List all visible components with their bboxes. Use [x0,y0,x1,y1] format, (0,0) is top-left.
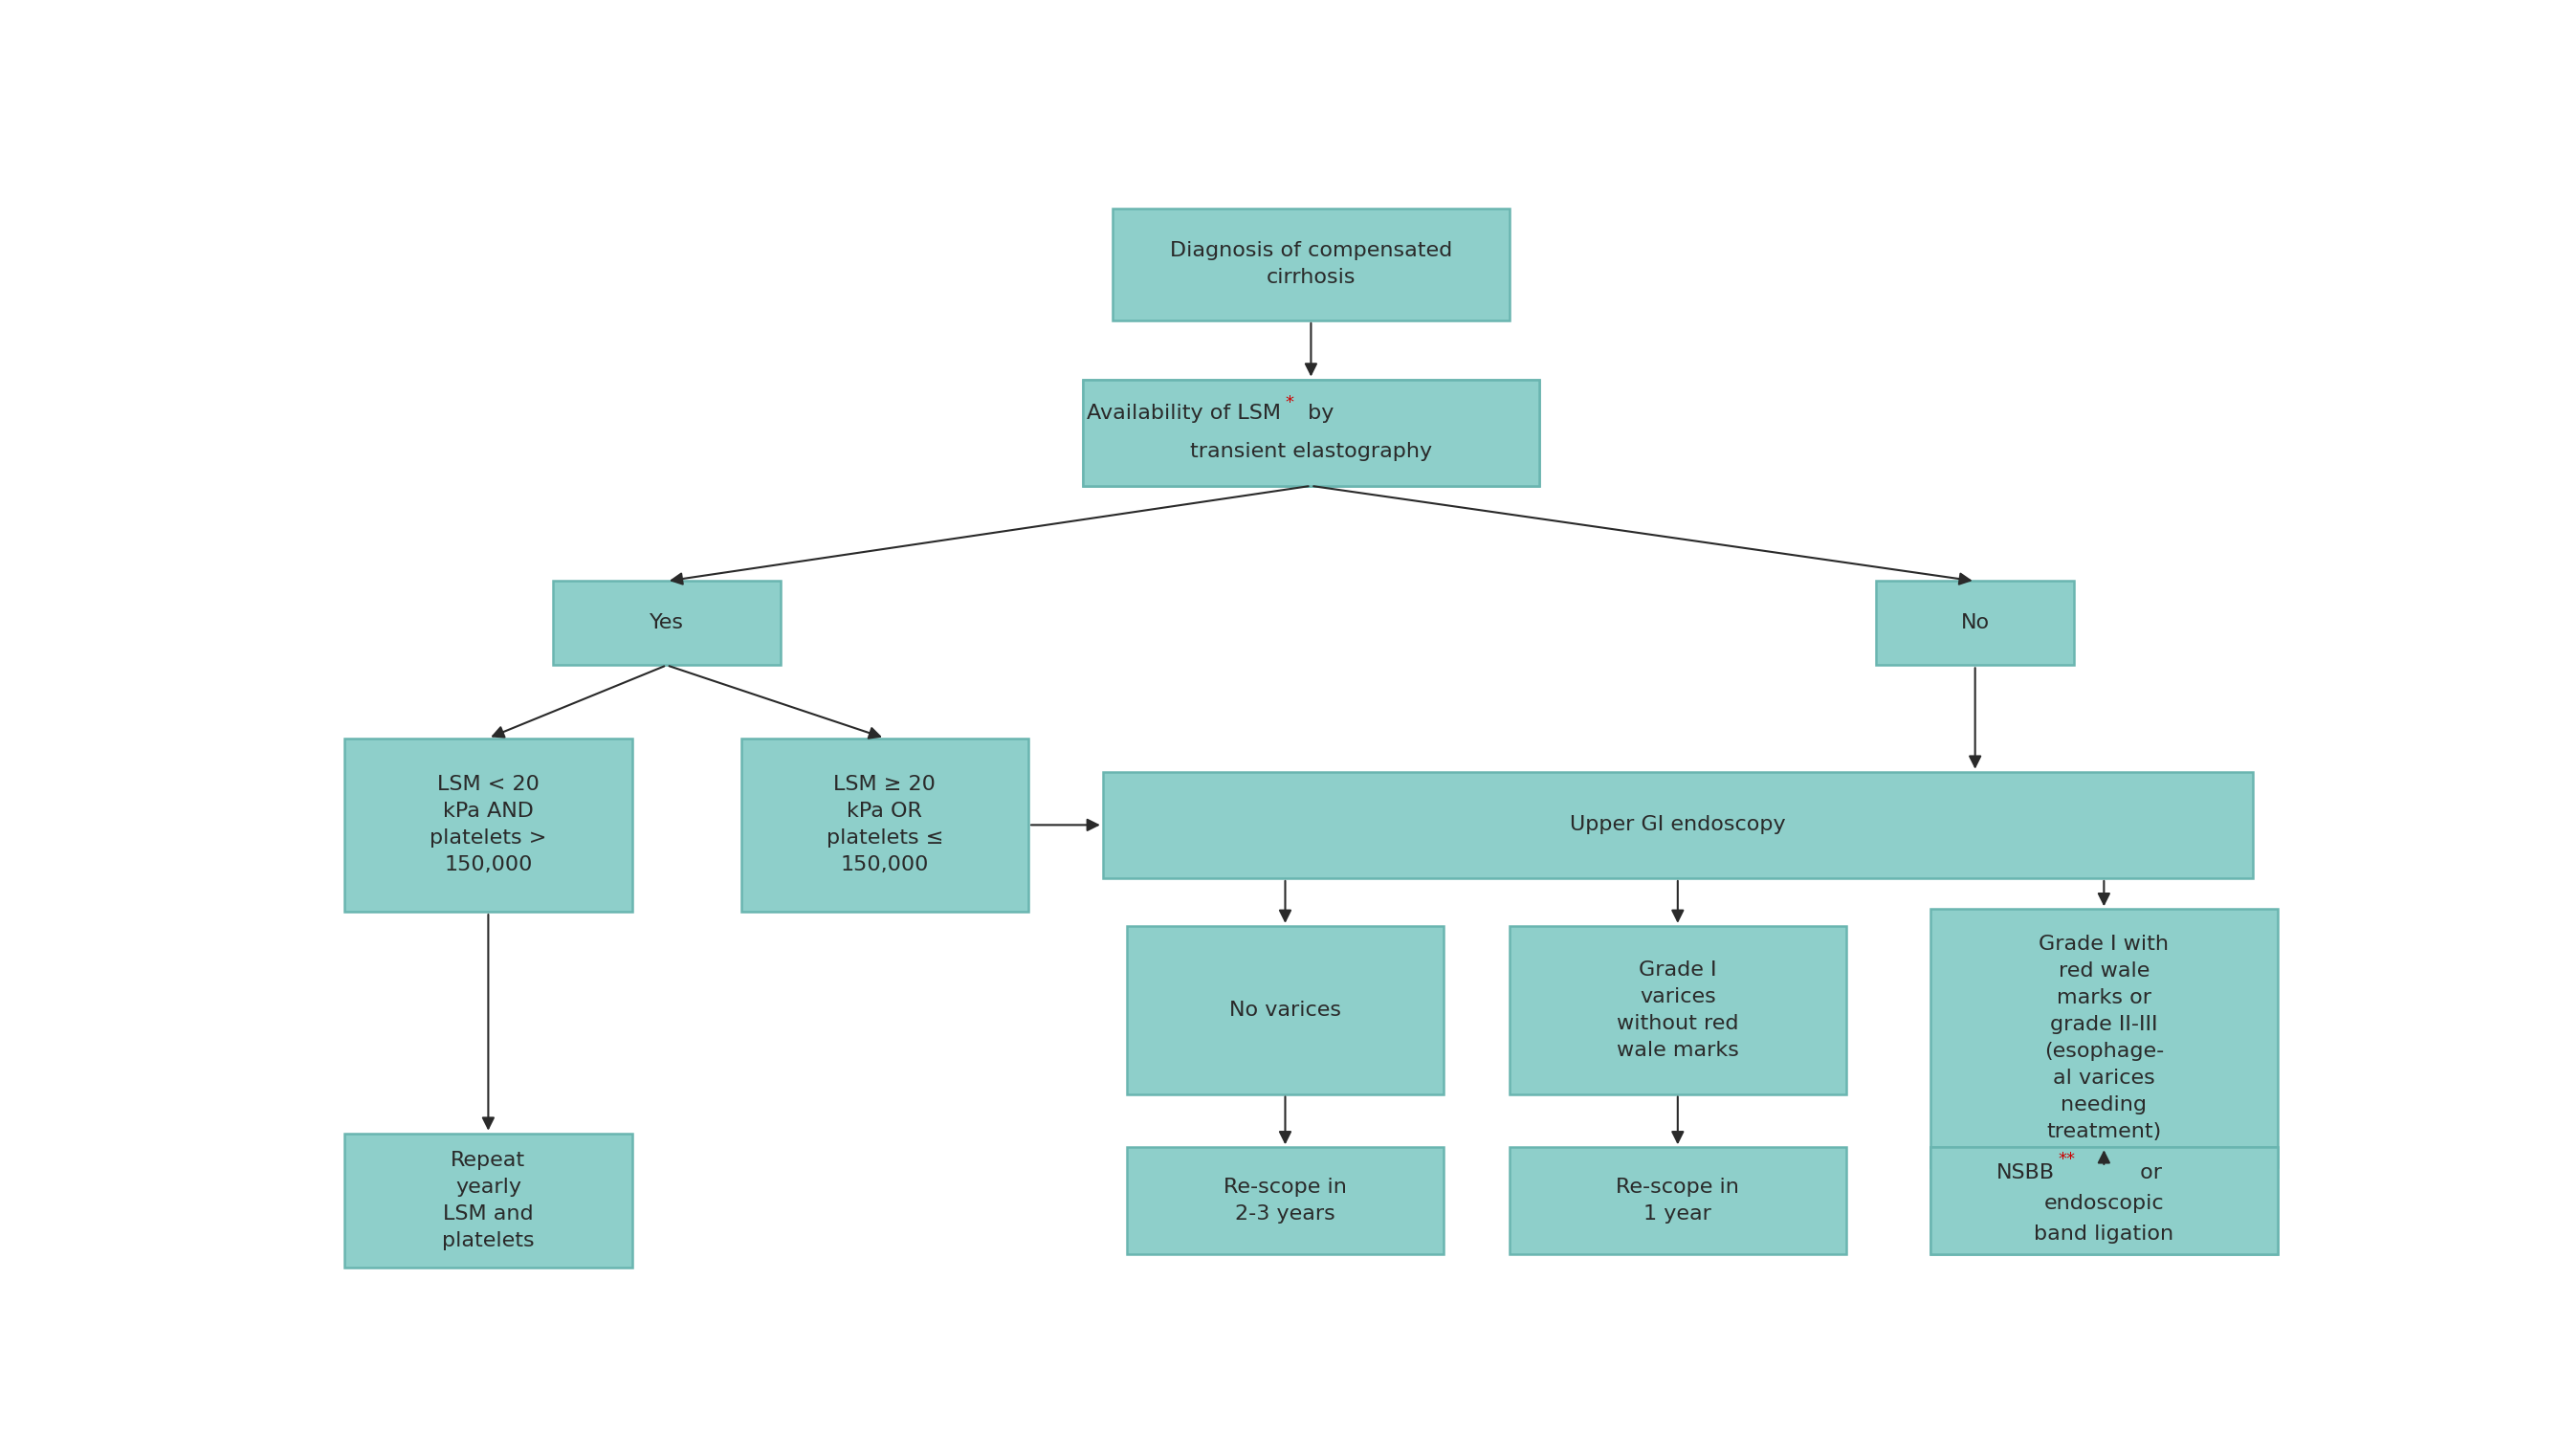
Text: No: No [1959,613,1990,633]
Text: Upper GI endoscopy: Upper GI endoscopy [1571,815,1785,834]
Text: transient elastography: transient elastography [1189,443,1432,462]
Text: *: * [1284,393,1294,411]
Text: Availability of LSM* by
transient elastography: Availability of LSM* by transient elasto… [1189,409,1432,456]
FancyBboxPatch shape [345,738,632,911]
FancyBboxPatch shape [742,738,1028,911]
Text: Diagnosis of compensated
cirrhosis: Diagnosis of compensated cirrhosis [1169,242,1453,287]
Text: Availability of LSM: Availability of LSM [1087,403,1282,424]
FancyBboxPatch shape [1082,380,1540,486]
FancyBboxPatch shape [1875,581,2075,665]
FancyBboxPatch shape [1931,909,2277,1166]
Text: endoscopic: endoscopic [2044,1194,2164,1213]
FancyBboxPatch shape [1102,772,2254,878]
FancyBboxPatch shape [1509,926,1847,1093]
FancyBboxPatch shape [345,1133,632,1268]
Text: Grade I with
red wale
marks or
grade II-III
(esophage-
al varices
needing
treatm: Grade I with red wale marks or grade II-… [2039,935,2169,1142]
Text: band ligation: band ligation [2034,1224,2174,1243]
FancyBboxPatch shape [1126,926,1443,1093]
Text: NSBB: NSBB [1995,1163,2054,1182]
Text: LSM < 20
kPa AND
platelets >
150,000: LSM < 20 kPa AND platelets > 150,000 [430,775,547,875]
Text: or: or [2133,1163,2162,1182]
Text: Re-scope in
1 year: Re-scope in 1 year [1617,1178,1739,1223]
FancyBboxPatch shape [1509,1147,1847,1254]
FancyBboxPatch shape [553,581,780,665]
FancyBboxPatch shape [1126,1147,1443,1254]
Text: Re-scope in
2-3 years: Re-scope in 2-3 years [1223,1178,1348,1223]
Text: LSM ≥ 20
kPa OR
platelets ≤
150,000: LSM ≥ 20 kPa OR platelets ≤ 150,000 [826,775,944,875]
FancyBboxPatch shape [1082,380,1540,486]
Text: Grade I
varices
without red
wale marks: Grade I varices without red wale marks [1617,960,1739,1060]
Text: **: ** [2059,1152,2075,1168]
FancyBboxPatch shape [1113,208,1509,320]
Text: Repeat
yearly
LSM and
platelets: Repeat yearly LSM and platelets [443,1150,535,1251]
Text: by: by [1302,403,1333,424]
FancyBboxPatch shape [1931,1147,2277,1254]
Text: No varices: No varices [1230,1000,1340,1019]
FancyBboxPatch shape [1931,1147,2277,1254]
Text: Yes: Yes [650,613,683,633]
Text: NSBB** or
endoscopic
band ligation: NSBB** or endoscopic band ligation [2034,1165,2174,1238]
